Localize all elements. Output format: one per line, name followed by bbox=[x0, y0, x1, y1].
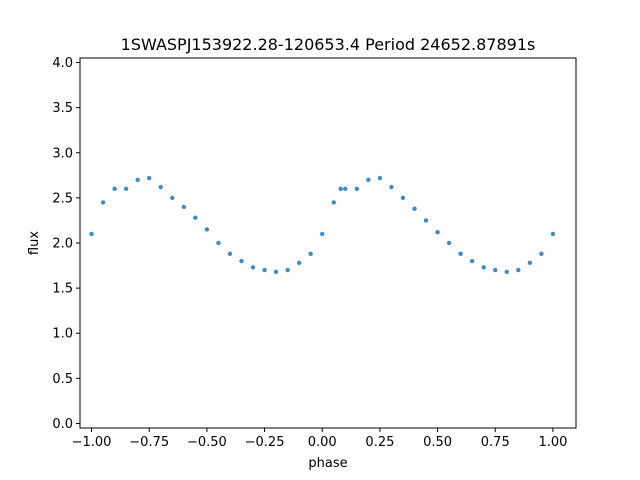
x-tick-label: 0.25 bbox=[365, 435, 394, 450]
y-axis-ticks: 0.0 0.5 1.0 1.5 2.0 2.5 3.0 3.5 4.0 bbox=[52, 56, 80, 432]
y-tick-label: 2.5 bbox=[52, 191, 73, 206]
data-point bbox=[296, 260, 302, 266]
x-tick-label: −0.25 bbox=[245, 435, 285, 450]
y-axis-label: flux bbox=[27, 231, 42, 255]
data-point bbox=[343, 186, 348, 192]
chart-title: 1SWASPJ153922.28-120653.4 Period 24652.8… bbox=[121, 35, 536, 54]
data-point bbox=[170, 195, 175, 201]
data-point bbox=[400, 195, 406, 201]
data-point bbox=[193, 215, 198, 220]
data-point bbox=[481, 265, 486, 270]
y-tick-label: 3.5 bbox=[52, 101, 73, 116]
y-tick-label: 3.0 bbox=[52, 146, 73, 161]
data-point bbox=[204, 227, 210, 232]
data-point bbox=[147, 175, 152, 181]
y-tick-label: 1.0 bbox=[52, 327, 73, 342]
data-point bbox=[123, 186, 129, 192]
data-point bbox=[262, 267, 267, 273]
y-tick-label: 0.5 bbox=[52, 372, 73, 387]
x-tick-label: 0.00 bbox=[308, 435, 337, 450]
data-point bbox=[135, 177, 140, 183]
data-point bbox=[89, 231, 94, 237]
data-point bbox=[446, 240, 452, 246]
x-tick-label: −1.00 bbox=[72, 435, 112, 450]
data-point bbox=[550, 231, 556, 237]
y-tick-label: 4.0 bbox=[52, 56, 73, 71]
data-point bbox=[250, 265, 256, 270]
data-point bbox=[516, 267, 521, 273]
data-point bbox=[100, 200, 106, 205]
x-tick-label: 0.75 bbox=[481, 435, 510, 450]
x-axis-ticks: −1.00 −0.75 −0.50 −0.25 0.00 0.25 0.50 0.75 1.00 bbox=[72, 428, 567, 450]
data-point bbox=[539, 251, 544, 257]
data-point bbox=[158, 184, 163, 190]
data-point bbox=[423, 218, 429, 223]
data-point bbox=[273, 269, 279, 275]
x-tick-label: 0.50 bbox=[423, 435, 452, 450]
x-tick-label: −0.75 bbox=[129, 435, 169, 450]
data-point bbox=[366, 177, 371, 183]
data-point bbox=[227, 251, 233, 257]
data-point bbox=[377, 175, 383, 181]
data-point bbox=[435, 229, 440, 235]
data-point bbox=[458, 251, 463, 257]
y-tick-label: 0.0 bbox=[52, 417, 73, 432]
data-point bbox=[354, 186, 360, 192]
data-point bbox=[285, 267, 290, 273]
data-point bbox=[338, 186, 343, 192]
data-point bbox=[469, 258, 475, 264]
data-point bbox=[308, 251, 313, 257]
data-points bbox=[89, 175, 556, 275]
data-point bbox=[239, 258, 244, 264]
x-tick-label: 1.00 bbox=[538, 435, 567, 450]
data-point bbox=[216, 240, 221, 246]
y-tick-label: 2.0 bbox=[52, 237, 73, 252]
data-point bbox=[493, 267, 498, 273]
data-point bbox=[412, 206, 417, 211]
data-point bbox=[527, 260, 533, 266]
data-point bbox=[331, 200, 336, 205]
x-tick-label: −0.50 bbox=[187, 435, 227, 450]
x-axis-label: phase bbox=[308, 456, 347, 471]
y-tick-label: 1.5 bbox=[52, 282, 73, 297]
data-point bbox=[320, 231, 325, 237]
data-point bbox=[504, 269, 509, 275]
data-point bbox=[389, 184, 394, 190]
data-point bbox=[181, 204, 187, 210]
data-point bbox=[112, 186, 117, 192]
